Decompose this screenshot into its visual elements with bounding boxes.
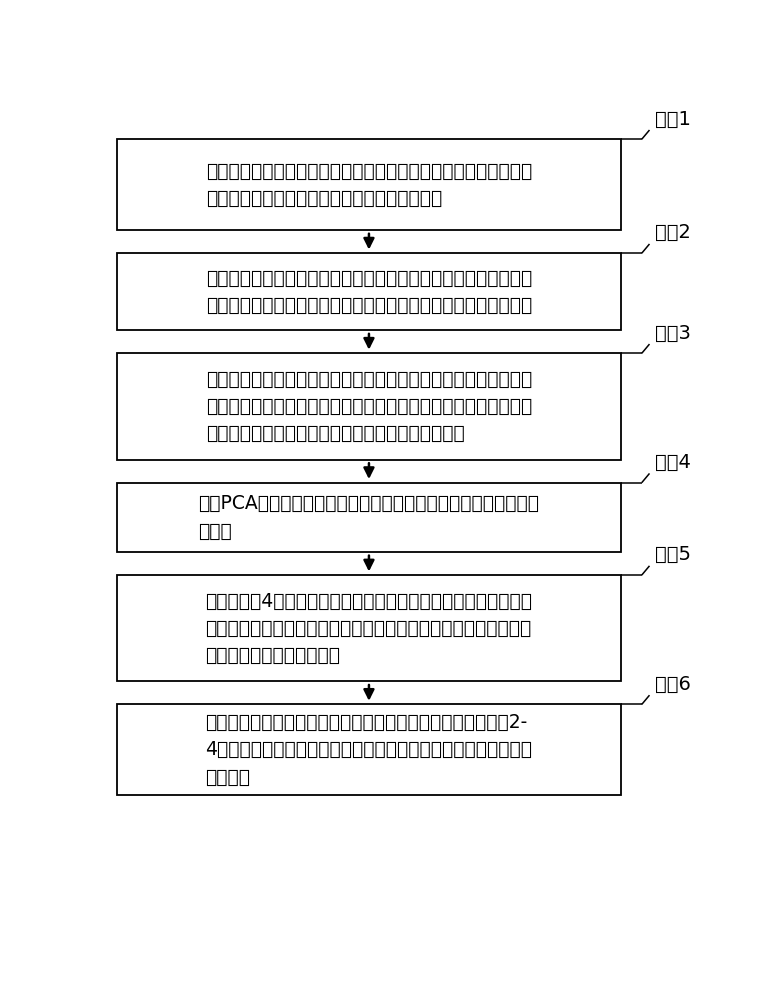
Text: 步骤2: 步骤2 [655, 223, 691, 242]
Bar [117, 704, 621, 795]
Bar [117, 353, 621, 460]
Text: 采用PCA方法对所提取的全局熵以及局部熵行列均值特征进行降维
处理；: 采用PCA方法对所提取的全局熵以及局部熵行列均值特征进行降维 处理； [198, 494, 539, 540]
Text: 基于图像配准的标准化方法对每一种热故障状态下的两幅图像进行
倾斜校正处理，并采用手动分割方法确定红外图像中感兴趣区域，: 基于图像配准的标准化方法对每一种热故障状态下的两幅图像进行 倾斜校正处理，并采用… [206, 269, 532, 315]
Bar [117, 575, 621, 681]
Text: 对所确定的感兴趣区域的图像转换成对应的灰度图像并基于图像灰
度分布的特征，自所述灰度图像中提取所对应的图像熵特征；所述
的图像熵特征包括图像的全局熵和局部熵行列: 对所确定的感兴趣区域的图像转换成对应的灰度图像并基于图像灰 度分布的特征，自所述… [206, 370, 532, 443]
Text: 步骤4: 步骤4 [655, 453, 691, 472]
Text: 采集待检测的服务器所对应的红外图像及可见光图像，经步骤2-
4处理后，通过所述诊断模型诊断出其所对应的服务器的热故障状
态类型。: 采集待检测的服务器所对应的红外图像及可见光图像，经步骤2- 4处理后，通过所述诊… [205, 713, 533, 787]
Bar [117, 483, 621, 552]
Bar [117, 139, 621, 230]
Text: 步骤5: 步骤5 [655, 545, 691, 564]
Text: 步骤6: 步骤6 [655, 675, 691, 694]
Text: 步骤1: 步骤1 [655, 109, 691, 128]
Text: 采集服务器不同热故障状态下的红外图像及可见光图像，使得每一
热故障状态对应服务器的一种热故障状态类型；: 采集服务器不同热故障状态下的红外图像及可见光图像，使得每一 热故障状态对应服务器… [206, 162, 532, 208]
Text: 基于经步骤4处理后的全局熵的主成分以及局部熵行列均值特征的
主成分，并通过支持向量机分类器进行训练，以获得各热故障状态
下各自所对应的诊断模型；: 基于经步骤4处理后的全局熵的主成分以及局部熵行列均值特征的 主成分，并通过支持向… [205, 591, 533, 665]
Text: 步骤3: 步骤3 [655, 324, 691, 343]
Bar [117, 253, 621, 330]
